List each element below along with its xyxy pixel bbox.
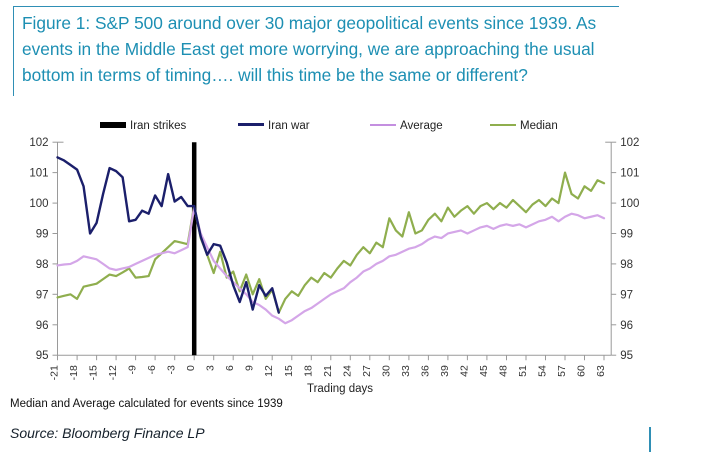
svg-text:51: 51 bbox=[517, 365, 529, 377]
svg-text:101: 101 bbox=[620, 168, 639, 180]
svg-text:-21: -21 bbox=[49, 365, 61, 380]
svg-text:95: 95 bbox=[620, 350, 633, 362]
svg-text:96: 96 bbox=[36, 320, 49, 332]
svg-text:30: 30 bbox=[380, 365, 392, 377]
svg-text:45: 45 bbox=[478, 365, 490, 377]
svg-text:12: 12 bbox=[263, 365, 275, 377]
svg-text:27: 27 bbox=[361, 365, 373, 377]
svg-text:95: 95 bbox=[36, 350, 49, 362]
svg-text:15: 15 bbox=[283, 365, 295, 377]
svg-text:96: 96 bbox=[620, 320, 633, 332]
svg-text:3: 3 bbox=[205, 365, 217, 371]
svg-text:42: 42 bbox=[458, 365, 470, 377]
svg-text:36: 36 bbox=[419, 365, 431, 377]
svg-text:21: 21 bbox=[322, 365, 334, 377]
svg-text:98: 98 bbox=[36, 259, 49, 271]
svg-text:6: 6 bbox=[224, 365, 236, 371]
svg-text:101: 101 bbox=[29, 168, 48, 180]
svg-text:99: 99 bbox=[36, 229, 49, 241]
svg-text:57: 57 bbox=[556, 365, 568, 377]
svg-text:-15: -15 bbox=[88, 365, 100, 380]
svg-text:-3: -3 bbox=[166, 365, 178, 374]
svg-text:-6: -6 bbox=[146, 365, 158, 374]
svg-text:63: 63 bbox=[595, 365, 607, 377]
svg-text:100: 100 bbox=[620, 198, 639, 210]
svg-text:100: 100 bbox=[29, 198, 48, 210]
svg-text:18: 18 bbox=[302, 365, 314, 377]
svg-text:48: 48 bbox=[498, 365, 510, 377]
svg-text:99: 99 bbox=[620, 229, 633, 241]
svg-text:24: 24 bbox=[341, 365, 353, 377]
svg-text:97: 97 bbox=[620, 289, 633, 301]
svg-text:Trading days: Trading days bbox=[307, 383, 373, 395]
svg-text:102: 102 bbox=[29, 137, 48, 149]
svg-text:-9: -9 bbox=[127, 365, 139, 374]
svg-text:98: 98 bbox=[620, 259, 633, 271]
svg-text:39: 39 bbox=[439, 365, 451, 377]
svg-text:9: 9 bbox=[244, 365, 256, 371]
svg-text:-12: -12 bbox=[107, 365, 119, 380]
svg-text:33: 33 bbox=[400, 365, 412, 377]
svg-text:-18: -18 bbox=[68, 365, 80, 380]
svg-text:97: 97 bbox=[36, 289, 49, 301]
svg-text:102: 102 bbox=[620, 137, 639, 149]
svg-text:54: 54 bbox=[537, 365, 549, 377]
svg-text:0: 0 bbox=[185, 365, 197, 371]
svg-text:60: 60 bbox=[576, 365, 588, 377]
